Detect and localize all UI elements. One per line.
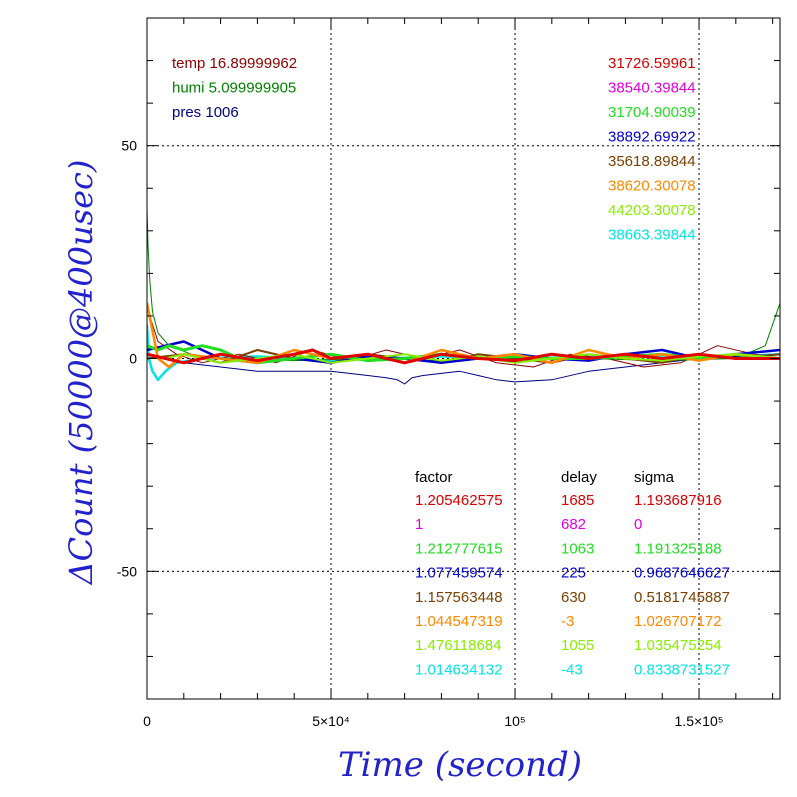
table-header-factor: factor <box>415 469 453 486</box>
table-header-delay: delay <box>561 469 597 486</box>
mean-count-value: 35618.89844 <box>608 153 696 170</box>
table-cell-delay: 1685 <box>561 492 594 509</box>
x-tick-label: 10⁵ <box>504 713 525 729</box>
mean-count-value: 44203.30078 <box>608 202 696 219</box>
series-lines <box>147 209 780 385</box>
mean-count-list: 31726.59961 38540.39844 31704.90039 38892.6… <box>608 55 696 244</box>
calibration-table: factor delay sigma 1.205462575 1685 1.1936879… <box>415 469 730 678</box>
y-tick-label: 0 <box>129 351 137 367</box>
table-cell-delay: -43 <box>561 661 583 678</box>
series-line-10 <box>147 348 780 365</box>
mean-count-value: 31704.90039 <box>608 104 696 121</box>
table-cell-factor: 1.157563448 <box>415 589 503 606</box>
table-cell-sigma: 1.191325188 <box>634 540 722 557</box>
mean-count-value: 38663.39844 <box>608 227 696 244</box>
table-cell-sigma: 0 <box>634 516 642 533</box>
environment-reading: humi 5.099999905 <box>172 80 296 97</box>
x-tick-label: 1.5×10⁵ <box>675 713 724 729</box>
table-cell-sigma: 0.5181745887 <box>634 589 730 606</box>
table-cell-factor: 1.077459574 <box>415 565 503 582</box>
environment-reading: temp 16.89999962 <box>172 55 297 72</box>
table-cell-delay: 1055 <box>561 637 594 654</box>
table-cell-delay: 225 <box>561 565 586 582</box>
table-cell-sigma: 0.9687646627 <box>634 565 730 582</box>
series-line-4 <box>147 209 780 362</box>
x-tick-label: 0 <box>143 713 151 729</box>
series-line-2 <box>147 353 780 385</box>
table-cell-factor: 1.476118684 <box>415 637 501 654</box>
mean-count-value: 38540.39844 <box>608 80 696 97</box>
table-cell-sigma: 1.035475254 <box>634 637 722 654</box>
y-tick-label: -50 <box>117 563 137 579</box>
table-cell-delay: -3 <box>561 613 574 630</box>
mean-count-value: 38620.30078 <box>608 178 696 195</box>
environment-reading: pres 1006 <box>172 104 239 121</box>
table-cell-factor: 1.212777615 <box>415 540 503 557</box>
series-line-9 <box>147 353 780 364</box>
table-cell-delay: 682 <box>561 516 586 533</box>
series-line-6 <box>147 340 780 365</box>
table-cell-factor: 1.014634132 <box>415 661 503 678</box>
mean-count-value: 38892.69922 <box>608 129 696 146</box>
environment-readings: temp 16.89999962 humi 5.099999905 pres 100… <box>172 55 297 121</box>
axis-ticks <box>147 18 780 699</box>
table-cell-sigma: 0.8338731527 <box>634 661 730 678</box>
table-cell-sigma: 1.026707172 <box>634 613 722 630</box>
y-tick-label: 50 <box>121 138 137 154</box>
x-tick-label: 5×10⁴ <box>312 713 350 729</box>
x-axis-title: Time (second) <box>338 745 582 785</box>
tick-labels: 0 5×10⁴ 10⁵ 1.5×10⁵ -50 0 50 <box>117 138 724 729</box>
table-cell-sigma: 1.193687916 <box>634 492 722 509</box>
table-cell-factor: 1 <box>415 516 423 533</box>
table-header-sigma: sigma <box>634 469 675 486</box>
mean-count-value: 31726.59961 <box>608 55 696 72</box>
table-cell-factor: 1.044547319 <box>415 613 503 630</box>
y-axis-title: ΔCount (50000@400usec) <box>62 160 100 587</box>
table-cell-factor: 1.205462575 <box>415 492 503 509</box>
table-cell-delay: 1063 <box>561 540 594 557</box>
table-cell-delay: 630 <box>561 589 586 606</box>
